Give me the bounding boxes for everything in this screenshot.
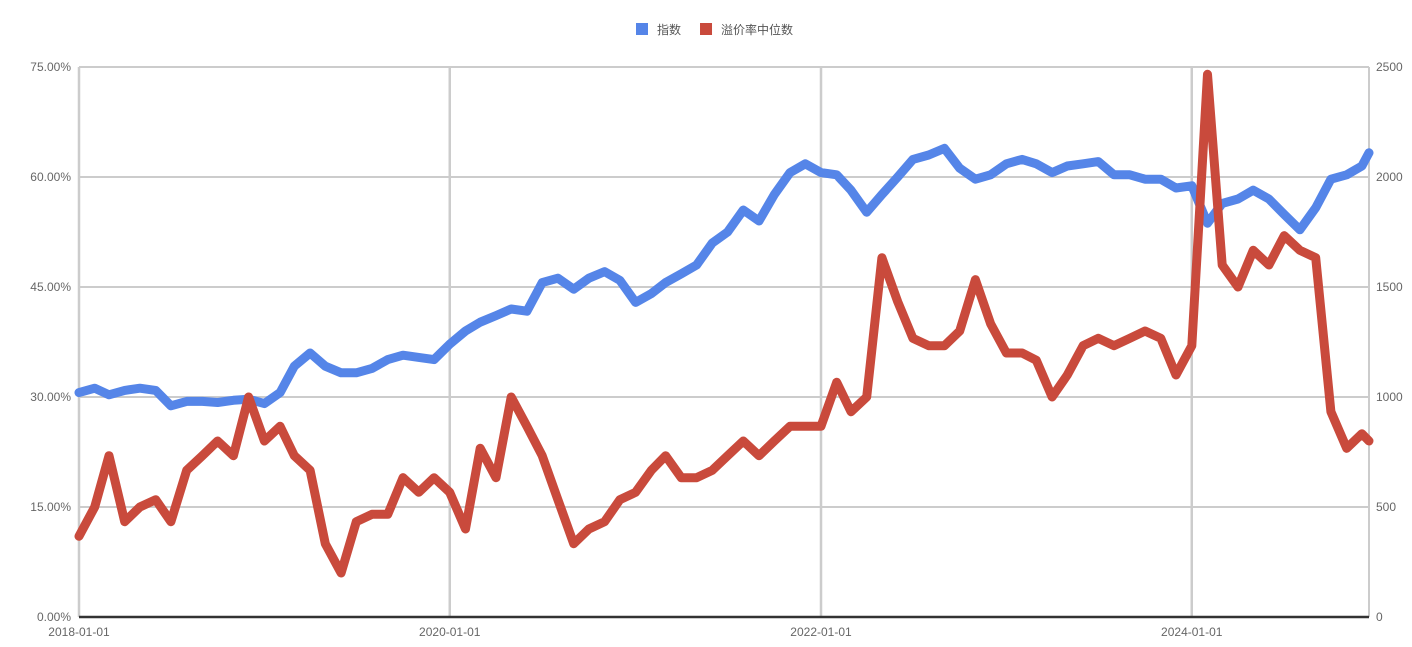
legend-swatch-0: [636, 23, 648, 35]
y-left-tick-label: 75.00%: [30, 60, 71, 74]
axis-layer: 0.00% 15.00% 30.00% 45.00% 60.00% 75.00% 0 500 1…: [30, 60, 1403, 639]
series-line-index: [74, 143, 1374, 411]
x-tick-label: 2018-01-01: [48, 625, 110, 639]
x-tick-label: 2022-01-01: [790, 625, 852, 639]
series-layer: [74, 69, 1374, 578]
y-right-tick-label: 1500: [1376, 280, 1403, 294]
y-left-tick-label: 45.00%: [30, 280, 71, 294]
legend-label-0: 指数: [657, 22, 681, 37]
y-right-tick-label: 1000: [1376, 390, 1403, 404]
legend: 指数 溢价率中位数: [636, 22, 793, 37]
x-tick-label: 2020-01-01: [419, 625, 481, 639]
legend-swatch-1: [700, 23, 713, 35]
y-left-tick-label: 0.00%: [37, 610, 71, 624]
y-right-tick-label: 0: [1376, 610, 1383, 624]
y-left-tick-label: 60.00%: [30, 170, 71, 184]
y-left-tick-label: 15.00%: [30, 500, 71, 514]
y-left-tick-label: 30.00%: [30, 390, 71, 404]
y-right-tick-label: 2000: [1376, 170, 1403, 184]
y-right-tick-label: 2500: [1376, 60, 1403, 74]
y-right-tick-label: 500: [1376, 500, 1396, 514]
x-tick-label: 2024-01-01: [1161, 625, 1223, 639]
series-line-premium-median: [74, 69, 1374, 578]
grid-layer: [77, 66, 1370, 617]
legend-label-1: 溢价率中位数: [721, 22, 793, 37]
